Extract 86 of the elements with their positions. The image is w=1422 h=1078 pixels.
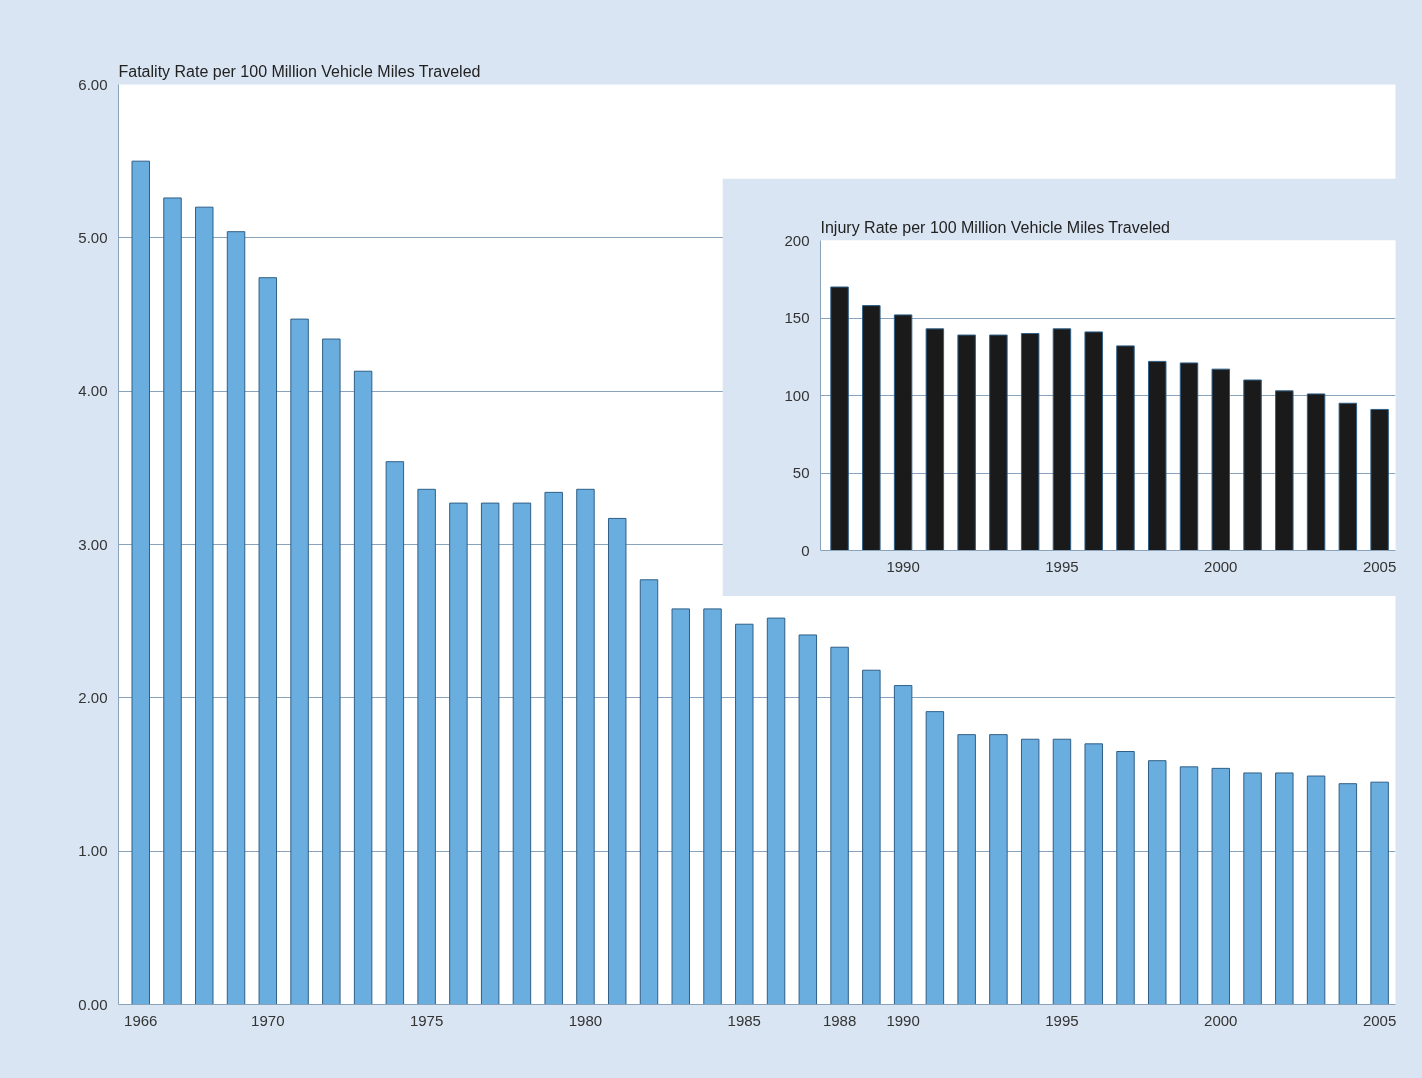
bar bbox=[1020, 333, 1040, 551]
y-tick-label: 200 bbox=[784, 231, 810, 249]
bar bbox=[290, 318, 309, 1005]
bar bbox=[639, 579, 659, 1005]
x-tick-label: 2000 bbox=[1204, 1011, 1238, 1029]
bar bbox=[195, 206, 214, 1005]
chart-title: Fatality Rate per 100 Million Vehicle Miles Traveled bbox=[118, 62, 481, 80]
bar bbox=[1370, 408, 1389, 551]
bar bbox=[703, 608, 722, 1005]
bar bbox=[989, 334, 1008, 551]
bar bbox=[735, 623, 754, 1005]
bar bbox=[163, 197, 182, 1005]
bar bbox=[1179, 766, 1199, 1005]
bar bbox=[830, 646, 849, 1005]
x-tick-label: 1980 bbox=[568, 1011, 603, 1029]
bar bbox=[1275, 390, 1294, 551]
bar bbox=[798, 634, 818, 1005]
bar bbox=[893, 314, 913, 551]
bar bbox=[1306, 775, 1326, 1005]
bar bbox=[258, 277, 278, 1005]
bar bbox=[1306, 393, 1326, 551]
bar bbox=[1211, 368, 1231, 551]
y-tick-label: 0 bbox=[801, 541, 810, 559]
x-tick-label: 1995 bbox=[1045, 557, 1079, 575]
bar bbox=[226, 231, 246, 1005]
y-tick-label: 6.00 bbox=[78, 75, 108, 93]
y-tick-label: 50 bbox=[792, 464, 810, 481]
bar bbox=[1020, 738, 1040, 1005]
bar bbox=[1179, 362, 1199, 551]
x-tick-label: 1995 bbox=[1045, 1011, 1079, 1029]
x-tick-label: 1990 bbox=[886, 557, 920, 575]
bar bbox=[1338, 783, 1358, 1005]
chart-title: Injury Rate per 100 Million Vehicle Miles Traveled bbox=[820, 218, 1170, 236]
bar bbox=[989, 734, 1008, 1005]
bar bbox=[925, 328, 945, 551]
bar bbox=[131, 160, 150, 1005]
y-tick-label: 150 bbox=[784, 309, 810, 326]
bar bbox=[544, 491, 563, 1005]
x-tick-label: 1985 bbox=[727, 1011, 761, 1029]
x-tick-label: 2000 bbox=[1204, 557, 1238, 575]
bar bbox=[893, 685, 913, 1005]
bar bbox=[830, 286, 849, 551]
bar bbox=[512, 502, 532, 1005]
x-tick-label: 2005 bbox=[1362, 1011, 1397, 1029]
bar bbox=[1211, 767, 1231, 1005]
bar bbox=[385, 461, 405, 1005]
x-tick-label: 1975 bbox=[409, 1011, 444, 1029]
bar bbox=[417, 488, 436, 1005]
bar bbox=[1338, 402, 1358, 551]
bar bbox=[862, 669, 881, 1005]
bar bbox=[1116, 345, 1135, 551]
bar bbox=[671, 608, 690, 1005]
bar bbox=[1243, 772, 1262, 1005]
bar bbox=[1084, 331, 1103, 551]
y-tick-label: 5.00 bbox=[78, 228, 108, 246]
bar bbox=[353, 370, 373, 1005]
bar bbox=[576, 488, 595, 1005]
x-tick-label: 1988 bbox=[822, 1011, 857, 1029]
bar bbox=[449, 502, 468, 1005]
bar bbox=[1052, 328, 1072, 551]
y-tick-label: 4.00 bbox=[78, 382, 108, 400]
bar bbox=[925, 711, 945, 1005]
bar bbox=[1148, 760, 1167, 1005]
x-tick-label: 1966 bbox=[124, 1011, 158, 1029]
bar bbox=[480, 502, 500, 1005]
bar bbox=[862, 305, 881, 551]
bar bbox=[957, 334, 976, 551]
y-tick-label: 1.00 bbox=[78, 842, 108, 860]
bar bbox=[607, 517, 627, 1005]
bar bbox=[1052, 738, 1072, 1005]
y-tick-label: 100 bbox=[784, 386, 810, 404]
y-tick-label: 0.00 bbox=[78, 995, 108, 1013]
bar bbox=[1116, 751, 1135, 1005]
y-tick-label: 2.00 bbox=[78, 688, 108, 706]
bar bbox=[1084, 743, 1103, 1005]
bar bbox=[1148, 360, 1167, 551]
x-tick-label: 2005 bbox=[1362, 557, 1397, 575]
y-tick-label: 3.00 bbox=[78, 535, 108, 553]
bar bbox=[322, 338, 341, 1005]
x-tick-label: 1990 bbox=[886, 1011, 920, 1029]
bar bbox=[957, 734, 976, 1005]
bar bbox=[1370, 781, 1389, 1005]
bar bbox=[1243, 379, 1262, 551]
bar bbox=[1275, 772, 1294, 1005]
bar bbox=[766, 617, 786, 1005]
x-tick-label: 1970 bbox=[251, 1011, 285, 1029]
